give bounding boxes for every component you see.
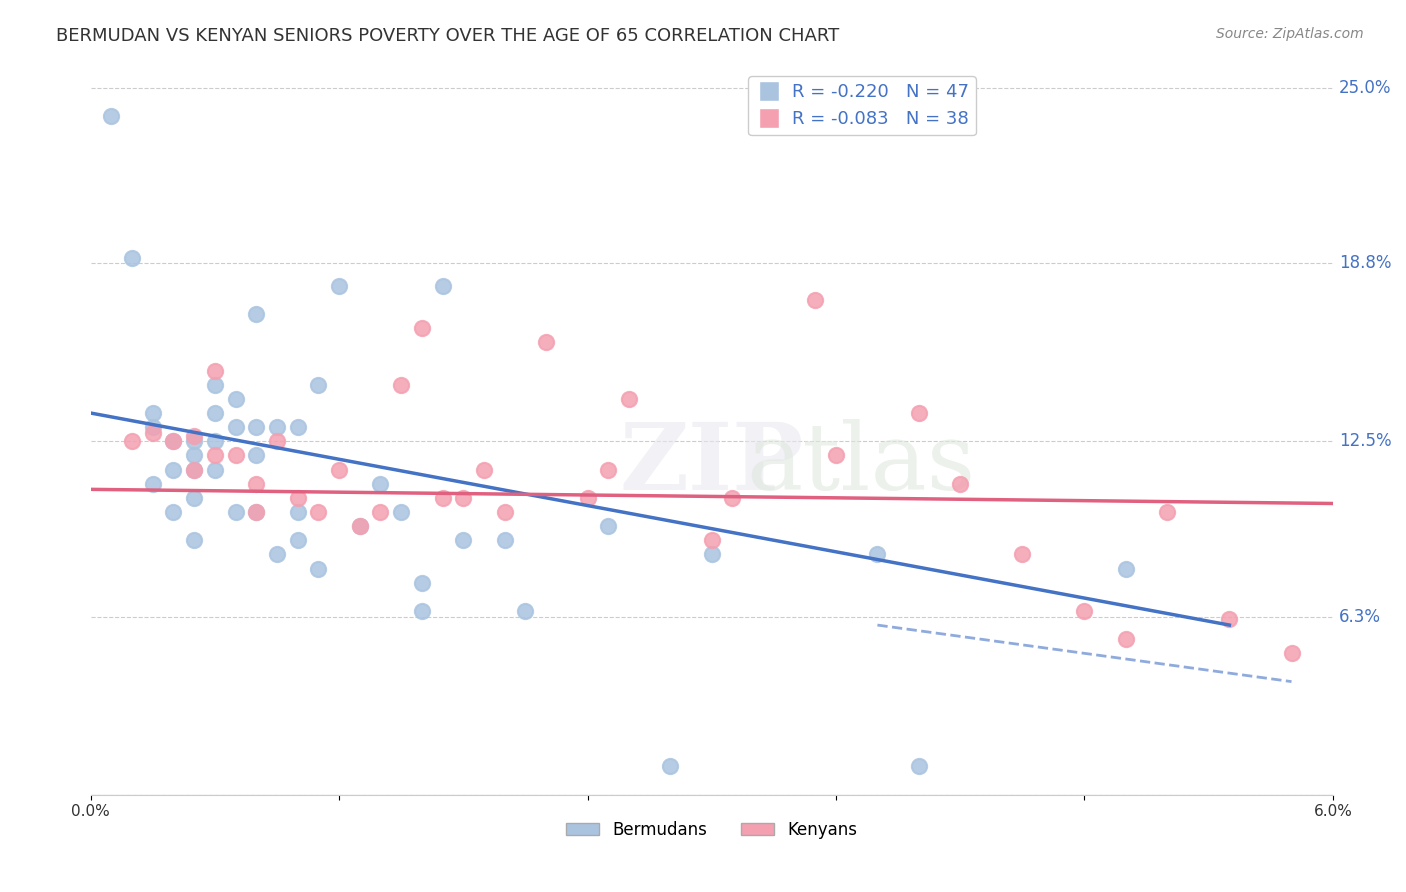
Point [204,363,226,377]
Text: 18.8%: 18.8% [1339,254,1392,272]
Point [866,548,889,562]
Point [183,462,205,476]
Point [1115,632,1137,647]
Point [100,109,122,123]
Point [245,449,267,463]
Point [453,533,475,548]
Point [494,533,516,548]
Point [183,533,205,548]
Point [432,491,454,505]
Point [908,406,931,420]
Point [307,377,329,392]
Point [659,759,682,773]
Point [245,420,267,434]
Point [266,548,288,562]
Point [598,462,620,476]
Point [183,491,205,505]
Text: 6.3%: 6.3% [1339,607,1381,625]
Point [1218,612,1240,626]
Point [472,462,495,476]
Point [307,561,329,575]
Point [515,604,537,618]
Point [825,449,848,463]
Text: atlas: atlas [747,419,976,509]
Point [1115,561,1137,575]
Point [328,278,350,293]
Point [225,505,247,519]
Point [287,533,309,548]
Point [204,434,226,449]
Point [411,321,433,335]
Point [142,406,165,420]
Point [617,392,640,406]
Point [162,505,184,519]
Point [700,548,723,562]
Text: 12.5%: 12.5% [1339,433,1392,450]
Point [121,251,143,265]
Point [534,335,557,350]
Text: BERMUDAN VS KENYAN SENIORS POVERTY OVER THE AGE OF 65 CORRELATION CHART: BERMUDAN VS KENYAN SENIORS POVERTY OVER … [56,27,839,45]
Point [328,462,350,476]
Point [183,434,205,449]
Point [121,434,143,449]
Text: 25.0%: 25.0% [1339,78,1392,97]
Point [287,491,309,505]
Point [804,293,827,307]
Point [700,533,723,548]
Point [598,519,620,533]
Point [576,491,599,505]
Point [307,505,329,519]
Point [1156,505,1178,519]
Point [245,476,267,491]
Point [162,434,184,449]
Point [162,434,184,449]
Point [908,759,931,773]
Point [349,519,371,533]
Point [389,377,412,392]
Point [225,392,247,406]
Point [183,449,205,463]
Point [266,434,288,449]
Point [287,505,309,519]
Point [142,420,165,434]
Point [225,449,247,463]
Point [370,505,392,519]
Point [266,420,288,434]
Point [142,425,165,440]
Point [453,491,475,505]
Point [245,505,267,519]
Point [183,462,205,476]
Point [389,505,412,519]
Point [204,449,226,463]
Point [245,307,267,321]
Point [1073,604,1095,618]
Point [411,604,433,618]
Point [349,519,371,533]
Point [494,505,516,519]
Point [204,377,226,392]
Text: Source: ZipAtlas.com: Source: ZipAtlas.com [1216,27,1364,41]
Point [142,476,165,491]
Legend: Bermudans, Kenyans: Bermudans, Kenyans [560,814,865,846]
Point [721,491,744,505]
Point [204,406,226,420]
Point [245,505,267,519]
Point [432,278,454,293]
Point [1011,548,1033,562]
Point [949,476,972,491]
Point [162,462,184,476]
Point [370,476,392,491]
Point [1281,646,1303,660]
Point [183,428,205,442]
Text: ZIP: ZIP [620,419,804,509]
Point [287,420,309,434]
Point [204,462,226,476]
Point [411,575,433,590]
Point [225,420,247,434]
